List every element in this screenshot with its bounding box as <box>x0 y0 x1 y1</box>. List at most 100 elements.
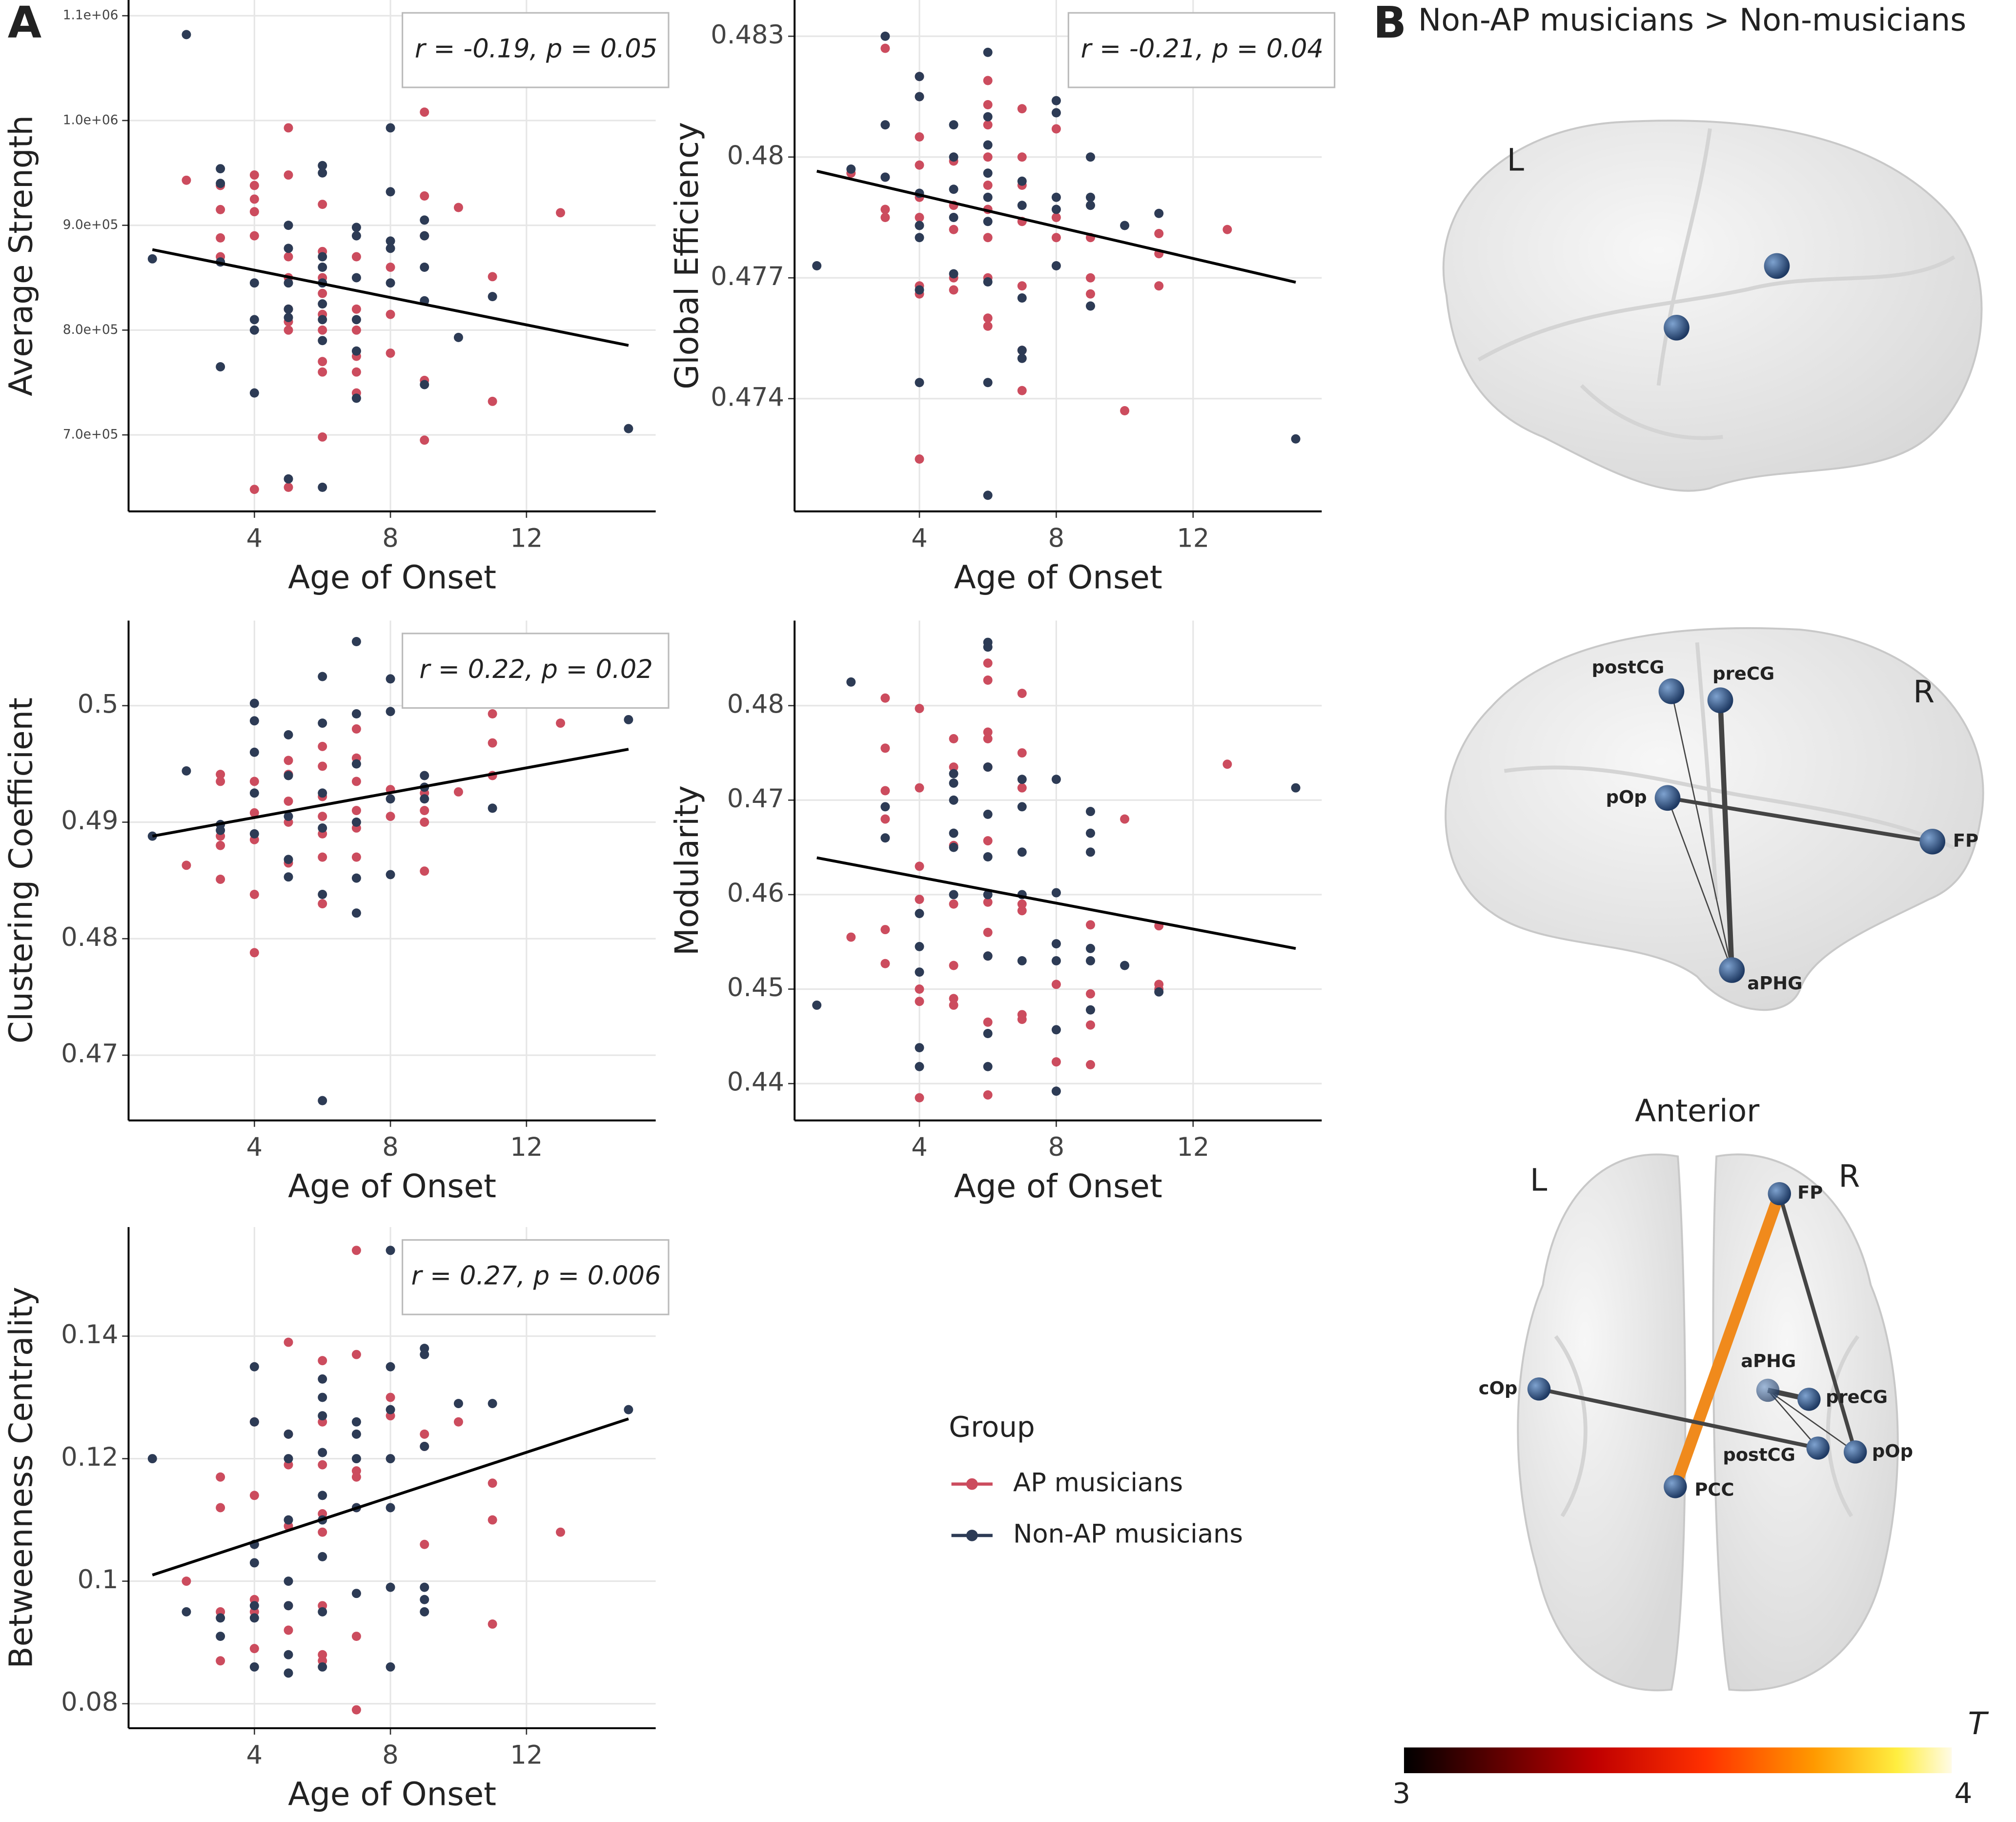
chart: 4 8 12 0.474 0.477 0.48 0.483 Age of Onset Globa… <box>668 0 1336 596</box>
point <box>386 1503 395 1513</box>
x-axis-title: Age of Onset <box>954 558 1162 596</box>
point <box>983 727 993 737</box>
point <box>1051 956 1061 965</box>
point <box>488 272 497 282</box>
point <box>351 367 361 377</box>
point <box>249 485 259 494</box>
node-label: PCC <box>1694 1479 1734 1500</box>
point <box>386 1362 395 1372</box>
point <box>1086 1060 1095 1069</box>
point <box>949 1000 958 1010</box>
point <box>1051 1057 1061 1067</box>
edge <box>1669 1187 1786 1493</box>
point <box>420 1441 429 1451</box>
colorbar-tick: 4 <box>1955 1777 1973 1810</box>
point <box>318 288 327 298</box>
point <box>386 1662 395 1672</box>
point <box>216 1632 225 1641</box>
point <box>915 132 924 142</box>
point <box>249 207 259 217</box>
y-tick-label: 0.474 <box>711 382 784 412</box>
point <box>949 778 958 788</box>
point <box>846 164 856 174</box>
point <box>1051 205 1061 214</box>
point <box>880 43 890 53</box>
point <box>284 1454 293 1464</box>
x-tick-label: 12 <box>510 523 543 553</box>
point <box>216 1472 225 1482</box>
point <box>453 203 463 212</box>
y-tick-label: 0.08 <box>61 1687 118 1717</box>
point <box>420 818 429 827</box>
brain-lateral-left: L <box>1442 120 1983 492</box>
point <box>420 435 429 445</box>
y-tick-label: 0.49 <box>61 806 118 836</box>
point <box>983 762 993 772</box>
point <box>318 168 327 178</box>
point <box>249 325 259 335</box>
point <box>949 762 958 772</box>
point <box>318 432 327 442</box>
point <box>351 637 361 646</box>
point <box>1017 293 1027 303</box>
legend: Group AP musicians Non-AP musicians <box>949 1411 1243 1549</box>
node <box>1664 314 1690 341</box>
point <box>1086 1020 1095 1030</box>
point <box>1086 301 1095 311</box>
point <box>488 396 497 406</box>
point <box>420 1595 429 1604</box>
point <box>284 244 293 253</box>
point <box>880 814 890 824</box>
point <box>983 168 993 178</box>
point <box>949 152 958 162</box>
point <box>846 677 856 687</box>
point <box>318 1607 327 1617</box>
point <box>983 378 993 388</box>
point <box>318 367 327 377</box>
point <box>983 47 993 57</box>
point <box>915 92 924 102</box>
point <box>915 285 924 295</box>
point <box>351 315 361 325</box>
node <box>1658 678 1685 704</box>
edge <box>1777 1193 1857 1453</box>
y-tick-label: 0.5 <box>78 689 119 719</box>
point <box>420 231 429 241</box>
point <box>216 777 225 786</box>
panel-title: Non-AP musicians > Non-musicians <box>1418 1 1966 38</box>
point <box>915 861 924 871</box>
point <box>453 332 463 342</box>
point <box>216 874 225 884</box>
x-tick-label: 12 <box>510 1132 543 1162</box>
point <box>182 766 191 776</box>
point <box>318 1356 327 1366</box>
point <box>624 424 633 433</box>
point <box>420 1582 429 1592</box>
point <box>318 161 327 170</box>
edge <box>1670 691 1733 970</box>
point <box>249 181 259 190</box>
point <box>1051 108 1061 118</box>
point <box>983 217 993 226</box>
point <box>624 1405 633 1414</box>
point <box>983 321 993 331</box>
point <box>351 1454 361 1464</box>
point <box>915 909 924 919</box>
panel-b: B Non-AP musicians > Non-musicians L <box>1373 0 1989 1810</box>
point <box>249 388 259 398</box>
point <box>284 170 293 180</box>
point <box>351 709 361 718</box>
point <box>1017 775 1027 784</box>
point <box>488 1399 497 1409</box>
legend-label: Non-AP musicians <box>1013 1519 1243 1549</box>
point <box>1017 152 1027 162</box>
point <box>1086 920 1095 930</box>
point <box>1051 96 1061 105</box>
point <box>351 1472 361 1482</box>
point <box>249 1558 259 1568</box>
point <box>1086 943 1095 953</box>
point <box>915 967 924 977</box>
point <box>1017 689 1027 698</box>
point <box>318 325 327 335</box>
point <box>249 747 259 757</box>
